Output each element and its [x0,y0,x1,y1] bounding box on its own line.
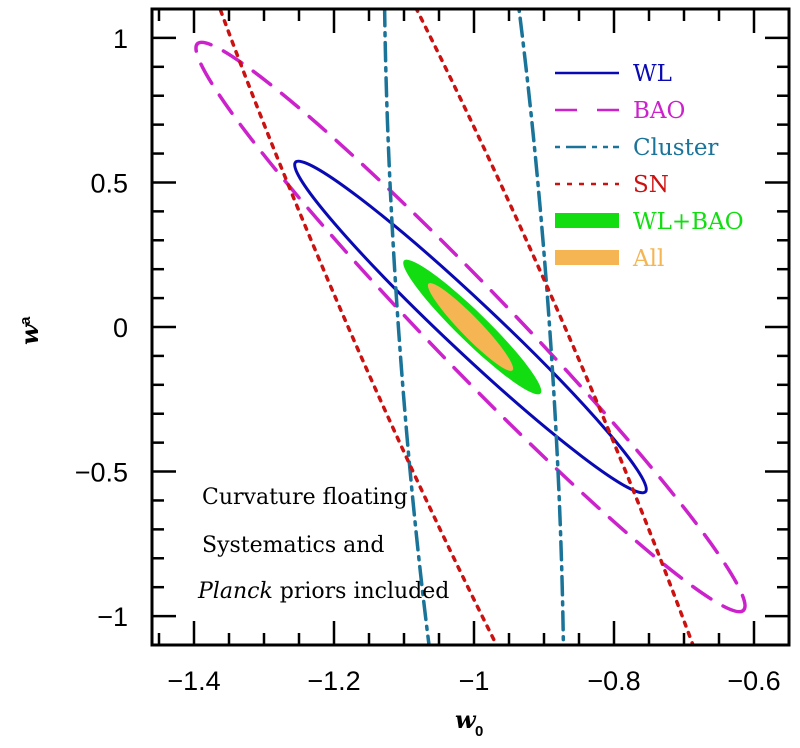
legend-label: All [632,246,664,272]
x-axis-label-sub: 0 [475,723,483,740]
legend-item-cluster: Cluster [555,135,718,161]
y-tick-label: 0.5 [90,168,128,198]
x-tick-label: −0.8 [587,666,640,696]
annotation-block: Curvature floating Systematics and Planc… [197,485,449,604]
contour-bao [194,40,747,614]
contour-wl [293,159,648,495]
x-tick-label: −1.2 [307,666,360,696]
contour-cluster [382,9,566,645]
x-tick-label: −1 [459,666,490,696]
legend-label: SN [633,172,669,198]
contour-all [427,283,514,371]
legend-item-all: All [555,246,664,272]
legend-label: BAO [633,98,685,124]
annotation-line-3: Planck priors included [197,579,449,604]
contours-layer [152,9,789,645]
annotation-priors: priors included [273,579,450,604]
legend-item-wl: WL [555,61,672,87]
x-axis-label: w [455,705,477,734]
y-axis-label-sub: a [17,316,34,325]
annotation-line-1: Curvature floating [202,485,408,510]
y-axis-title: w a [15,316,44,345]
annotation-planck: Planck [197,579,273,604]
legend-swatch [555,213,619,228]
y-tick-label: 0 [113,313,128,343]
y-tick-label: −1 [97,602,128,632]
axis-ticks [152,7,791,647]
legend: WL BAO Cluster SN WL+BAO All [555,61,744,272]
legend-item-wl-plus-bao: WL+BAO [555,209,744,235]
legend-item-bao: BAO [555,98,685,124]
x-axis-title: w 0 [455,705,483,740]
y-tick-label: −0.5 [75,458,128,488]
x-tick-label: −0.6 [727,666,780,696]
legend-label: WL+BAO [633,209,744,235]
legend-swatch [555,250,619,265]
tick-labels: −1.4 −1.2 −1 −0.8 −0.6 1 0.5 0 −0.5 −1 [75,24,781,696]
legend-label: WL [633,61,672,87]
legend-label: Cluster [633,135,718,161]
y-tick-label: 1 [113,24,128,54]
x-tick-label: −1.4 [167,666,220,696]
annotation-line-2: Systematics and [202,533,384,558]
legend-item-sn: SN [555,172,669,198]
contour-sn [152,9,789,645]
y-axis-label: w [15,323,44,345]
